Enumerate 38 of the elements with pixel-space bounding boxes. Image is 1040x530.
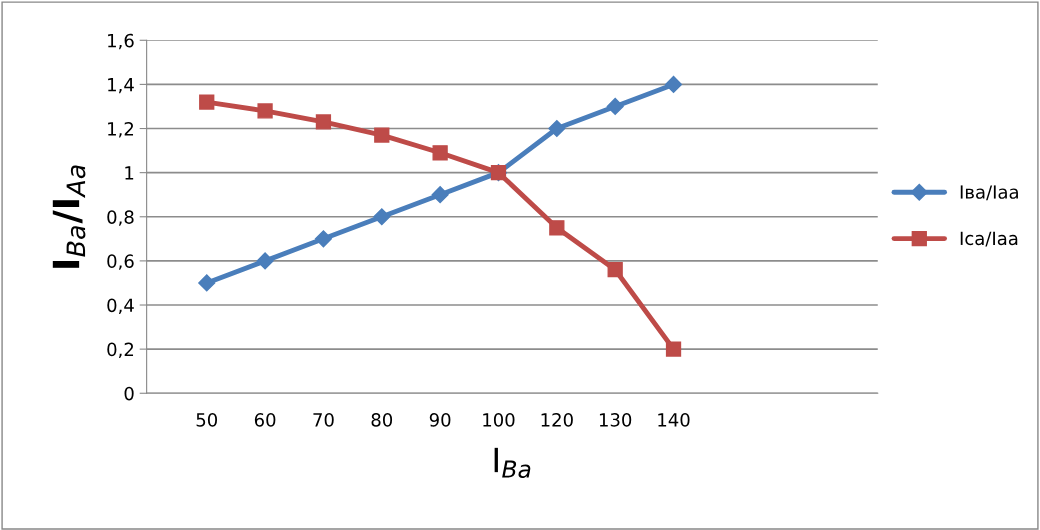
x-tick-label: 130 bbox=[599, 413, 632, 427]
y-tick-label: 0,2 bbox=[107, 342, 134, 359]
x-tick-label: 90 bbox=[429, 413, 451, 427]
x-tick-label: 60 bbox=[254, 413, 276, 427]
y-tick-label: 1,6 bbox=[108, 33, 134, 50]
point bbox=[314, 230, 332, 248]
x-tick-label: 100 bbox=[483, 413, 515, 427]
point bbox=[315, 114, 332, 130]
y-axis-title: I$_{Ba}$/I$_{Aa}$ bbox=[52, 165, 86, 268]
y-tick-label: 1 bbox=[125, 166, 134, 180]
point bbox=[257, 103, 273, 119]
y-tick-label: 1,4 bbox=[108, 78, 134, 94]
x-axis-title: I$_{Ba}$ bbox=[494, 447, 531, 478]
x-tick-label: 80 bbox=[371, 413, 393, 427]
point bbox=[432, 145, 448, 161]
y-tick-label: 1,2 bbox=[108, 121, 134, 138]
point bbox=[548, 119, 566, 138]
x-tick-label: 140 bbox=[658, 413, 690, 427]
x-tick-label: 70 bbox=[313, 413, 334, 427]
point bbox=[607, 262, 623, 278]
x-tick-label: 120 bbox=[541, 413, 573, 427]
y-tick-label: 0,6 bbox=[107, 254, 134, 270]
point bbox=[431, 186, 449, 204]
y-tick-label: 0,8 bbox=[107, 210, 134, 226]
point bbox=[256, 252, 274, 270]
legend-label: Ica/Iaa bbox=[960, 231, 1018, 247]
point bbox=[665, 341, 682, 357]
x-tick-label: 50 bbox=[196, 413, 218, 427]
y-tick-label: 0,4 bbox=[107, 298, 134, 314]
point bbox=[198, 274, 216, 292]
legend-label: Iвa/Iaa bbox=[960, 185, 1018, 201]
point bbox=[374, 127, 390, 143]
y-tick-label: 0 bbox=[124, 386, 134, 401]
point bbox=[606, 97, 624, 116]
point bbox=[664, 75, 683, 93]
point bbox=[549, 220, 565, 236]
point bbox=[373, 208, 391, 226]
point bbox=[199, 94, 215, 110]
